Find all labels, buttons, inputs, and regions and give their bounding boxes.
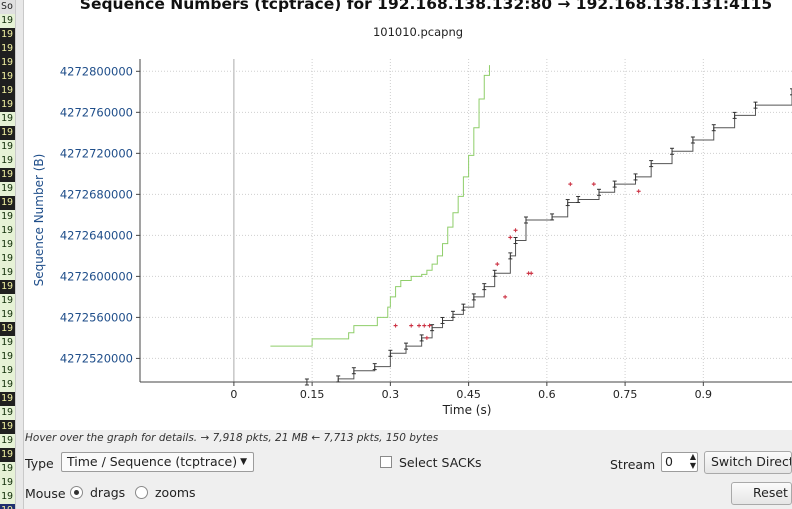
packet-list-row[interactable]: 19 bbox=[0, 462, 15, 476]
chart-subtitle: 101010.pcapng bbox=[373, 25, 463, 39]
packet-list-strip: So 19 19 19 19 19 19 19 19 19 19 19 19 19 19 19 19 19 19 1… bbox=[0, 0, 15, 509]
y-tick-label: 4272720000 bbox=[60, 146, 133, 160]
select-sacks-checkbox[interactable] bbox=[380, 456, 392, 468]
packet-list-row[interactable]: 19 bbox=[0, 42, 15, 56]
packet-list-row[interactable]: 19 bbox=[0, 350, 15, 364]
packet-list-row[interactable]: 19 bbox=[0, 266, 15, 280]
packet-list-row[interactable]: 19 bbox=[0, 420, 15, 434]
y-tick-label: 4272680000 bbox=[60, 187, 133, 201]
splitter-handle[interactable] bbox=[15, 0, 24, 509]
packet-list-row[interactable]: 19 bbox=[0, 28, 15, 42]
axis-ticks: 0 0.15 0.3 0.45 0.6 0.75 0.9 4272520000 42725600… bbox=[60, 64, 712, 401]
packet-list-row[interactable]: 19 bbox=[0, 238, 15, 252]
select-sacks-label: Select SACKs bbox=[399, 455, 482, 470]
window-series bbox=[270, 65, 490, 347]
packet-list-row[interactable]: 19 bbox=[0, 504, 15, 509]
x-tick-label: 0.75 bbox=[613, 388, 638, 401]
y-tick-label: 4272640000 bbox=[60, 228, 133, 242]
spin-down-icon[interactable]: ▼ bbox=[689, 461, 696, 470]
sequence-series bbox=[304, 88, 792, 386]
packet-list-row[interactable]: 19 bbox=[0, 434, 15, 448]
y-tick-label: 4272760000 bbox=[60, 105, 133, 119]
hover-hint: Hover over the graph for details. → 7,91… bbox=[25, 432, 439, 444]
drags-label: drags bbox=[90, 485, 126, 500]
packet-list-row[interactable]: 19 bbox=[0, 56, 15, 70]
packet-list-row[interactable]: 19 bbox=[0, 448, 15, 462]
packet-list-row[interactable]: 19 bbox=[0, 140, 15, 154]
packet-list-row[interactable]: 19 bbox=[0, 98, 15, 112]
packet-list-row[interactable]: 19 bbox=[0, 182, 15, 196]
packet-list-row[interactable]: 19 bbox=[0, 490, 15, 504]
x-tick-label: 0 bbox=[230, 388, 237, 401]
packet-list-row[interactable]: 19 bbox=[0, 308, 15, 322]
sack-series bbox=[393, 182, 641, 340]
graph-plot-area[interactable]: Sequence Numbers (tcptrace) for 192.168.… bbox=[24, 0, 792, 430]
x-tick-label: 0.9 bbox=[695, 388, 713, 401]
packet-list-row[interactable]: 19 bbox=[0, 364, 15, 378]
x-axis-label: Time (s) bbox=[442, 403, 492, 417]
packet-list-row[interactable]: 19 bbox=[0, 406, 15, 420]
chevron-down-icon: ▼ bbox=[240, 457, 247, 467]
packet-list-row[interactable]: 19 bbox=[0, 252, 15, 266]
packet-list-row[interactable]: 19 bbox=[0, 14, 15, 28]
window-line bbox=[270, 65, 490, 347]
y-tick-label: 4272800000 bbox=[60, 64, 133, 78]
packet-list-row[interactable]: 19 bbox=[0, 392, 15, 406]
switch-direction-button[interactable]: Switch Directi bbox=[704, 451, 792, 474]
zooms-label: zooms bbox=[155, 485, 196, 500]
type-label: Type bbox=[25, 456, 54, 471]
x-tick-label: 0.6 bbox=[538, 388, 556, 401]
chart-title: Sequence Numbers (tcptrace) for 192.168.… bbox=[80, 0, 772, 13]
series-layer bbox=[270, 65, 792, 386]
spin-up-icon[interactable]: ▲ bbox=[689, 452, 696, 461]
packet-list-row[interactable]: 19 bbox=[0, 294, 15, 308]
stream-value: 0 bbox=[665, 454, 673, 469]
graph-type-value: Time / Sequence (tcptrace) bbox=[67, 454, 238, 469]
stream-spinbox[interactable]: 0 ▲ ▼ bbox=[661, 452, 698, 472]
packet-list-row[interactable]: 19 bbox=[0, 476, 15, 490]
packet-list-row[interactable]: 19 bbox=[0, 70, 15, 84]
x-tick-label: 0.3 bbox=[382, 388, 400, 401]
graph-controls: Hover over the graph for details. → 7,91… bbox=[24, 430, 792, 509]
packet-list-row[interactable]: 19 bbox=[0, 322, 15, 336]
packet-list-row[interactable]: 19 bbox=[0, 168, 15, 182]
sequence-chart[interactable]: Sequence Numbers (tcptrace) for 192.168.… bbox=[24, 0, 792, 430]
grid-lines bbox=[140, 59, 792, 382]
packet-list-row[interactable]: 19 bbox=[0, 112, 15, 126]
packet-list-row[interactable]: 19 bbox=[0, 336, 15, 350]
reset-button[interactable]: Reset bbox=[731, 482, 792, 505]
y-tick-label: 4272520000 bbox=[60, 351, 133, 365]
packet-list-row[interactable]: 19 bbox=[0, 224, 15, 238]
y-tick-label: 4272600000 bbox=[60, 269, 133, 283]
packet-list-row[interactable]: 19 bbox=[0, 210, 15, 224]
packet-list-row[interactable]: 19 bbox=[0, 280, 15, 294]
packet-list-row[interactable]: 19 bbox=[0, 126, 15, 140]
mouse-label: Mouse bbox=[25, 486, 66, 501]
zooms-radio[interactable] bbox=[135, 486, 148, 499]
y-axis-label: Sequence Number (B) bbox=[32, 154, 46, 287]
packet-list-header: So bbox=[0, 0, 15, 14]
y-tick-label: 4272560000 bbox=[60, 310, 133, 324]
packet-list-row[interactable]: 19 bbox=[0, 154, 15, 168]
stream-label: Stream bbox=[610, 457, 656, 472]
x-tick-label: 0.45 bbox=[456, 388, 481, 401]
packet-list-row[interactable]: 19 bbox=[0, 378, 15, 392]
graph-type-select[interactable]: Time / Sequence (tcptrace) ▼ bbox=[61, 452, 254, 472]
chart-background bbox=[24, 0, 792, 430]
drags-radio[interactable] bbox=[70, 486, 83, 499]
packet-list-row[interactable]: 19 bbox=[0, 84, 15, 98]
tcp-stream-graph-dialog: Sequence Numbers (tcptrace) for 192.168.… bbox=[24, 0, 792, 509]
packet-list-row[interactable]: 19 bbox=[0, 196, 15, 210]
x-tick-label: 0.15 bbox=[300, 388, 325, 401]
